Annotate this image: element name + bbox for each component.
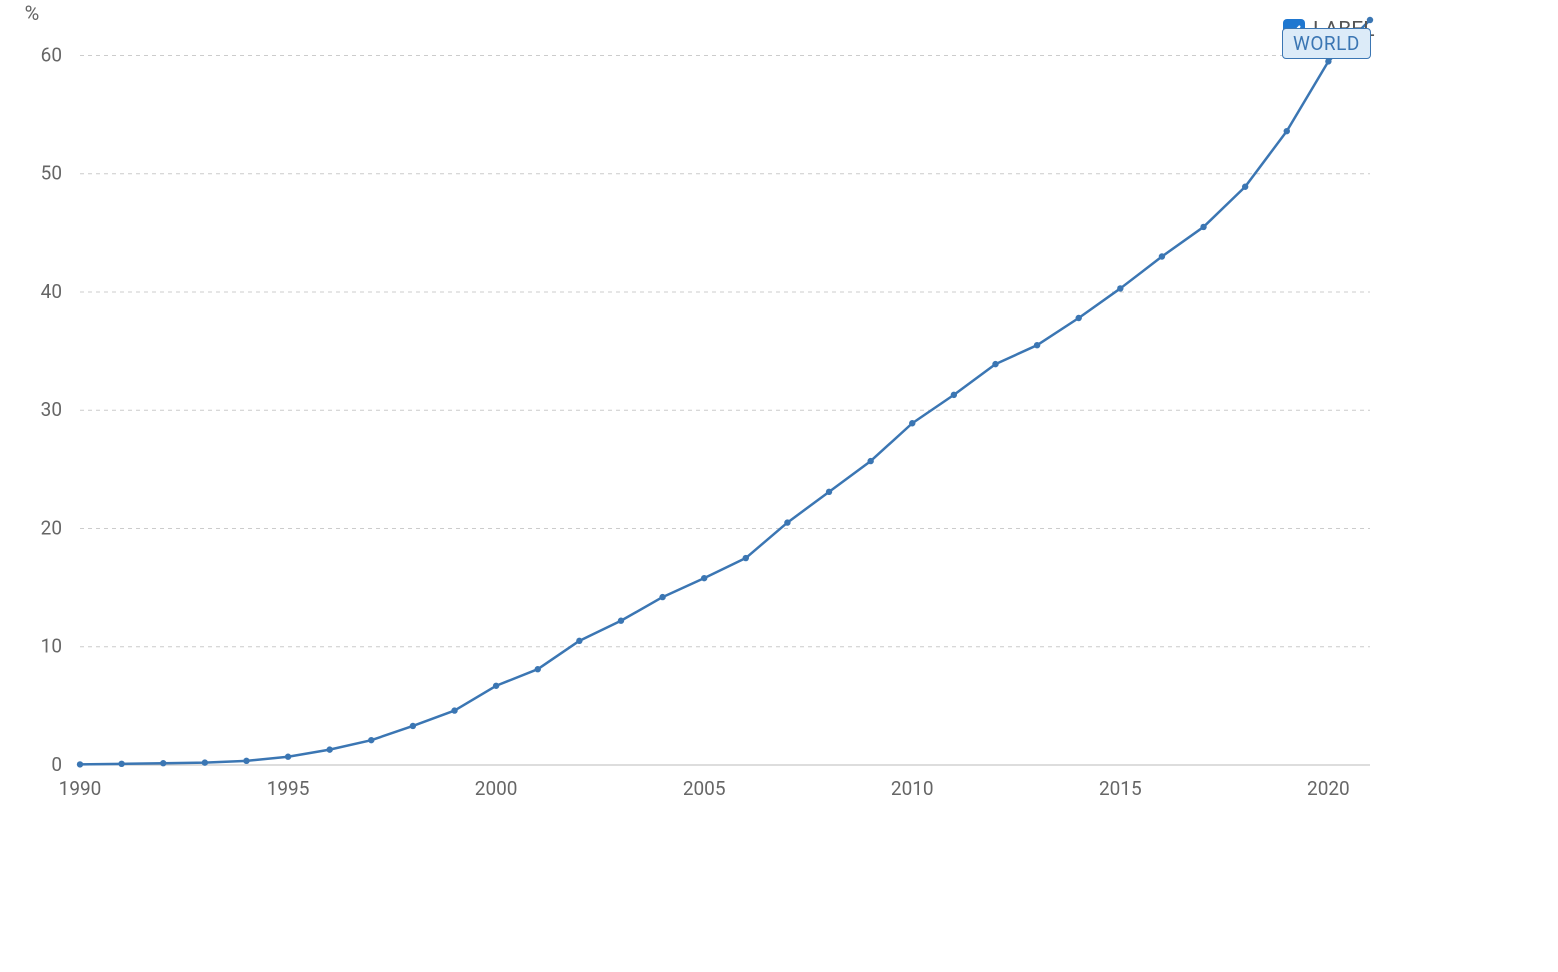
series-point bbox=[1034, 342, 1040, 348]
y-tick-label: 40 bbox=[41, 280, 62, 303]
series-line-world bbox=[80, 20, 1370, 764]
series-point bbox=[160, 760, 166, 766]
series-point bbox=[77, 761, 83, 767]
series-point bbox=[576, 638, 582, 644]
series-point bbox=[1117, 285, 1123, 291]
series-point bbox=[1200, 224, 1206, 230]
series-point bbox=[493, 683, 499, 689]
line-chart: 0 10 20 30 40 50 60 1990 1995 2000 2005 2010 2015 202… bbox=[0, 0, 1558, 972]
series-tag-world[interactable]: WORLD bbox=[1282, 28, 1371, 59]
y-tick-label: 0 bbox=[51, 753, 62, 776]
x-tick-label: 1990 bbox=[59, 777, 102, 800]
series-point bbox=[951, 392, 957, 398]
y-tick-label: 30 bbox=[41, 398, 62, 421]
series-point bbox=[992, 361, 998, 367]
y-axis-unit: % bbox=[25, 1, 40, 25]
series-point bbox=[118, 761, 124, 767]
series-point bbox=[1284, 128, 1290, 134]
series-point bbox=[410, 723, 416, 729]
series-point bbox=[285, 754, 291, 760]
series-point bbox=[909, 420, 915, 426]
series-point bbox=[535, 666, 541, 672]
series-point bbox=[659, 594, 665, 600]
x-tick-label: 2020 bbox=[1307, 777, 1350, 800]
series-point bbox=[784, 519, 790, 525]
x-tick-label: 2015 bbox=[1099, 777, 1142, 800]
x-tick-label: 2005 bbox=[683, 777, 726, 800]
series-point bbox=[701, 575, 707, 581]
y-tick-label: 10 bbox=[41, 635, 62, 658]
series-point bbox=[326, 746, 332, 752]
y-tick-label: 20 bbox=[41, 516, 62, 539]
series-point bbox=[202, 759, 208, 765]
x-tick-label: 2000 bbox=[475, 777, 518, 800]
x-tick-label: 1995 bbox=[267, 777, 310, 800]
series-point bbox=[1325, 58, 1331, 64]
series-point bbox=[1242, 184, 1248, 190]
x-tick-label: 2010 bbox=[891, 777, 934, 800]
y-tick-label: 50 bbox=[41, 162, 62, 185]
series-point bbox=[1159, 253, 1165, 259]
series-point bbox=[368, 737, 374, 743]
series-point bbox=[743, 555, 749, 561]
series-point bbox=[451, 707, 457, 713]
series-point bbox=[867, 458, 873, 464]
series-point bbox=[1076, 315, 1082, 321]
y-tick-label: 60 bbox=[41, 43, 62, 66]
series-point bbox=[243, 758, 249, 764]
series-point bbox=[618, 618, 624, 624]
series-point bbox=[826, 489, 832, 495]
